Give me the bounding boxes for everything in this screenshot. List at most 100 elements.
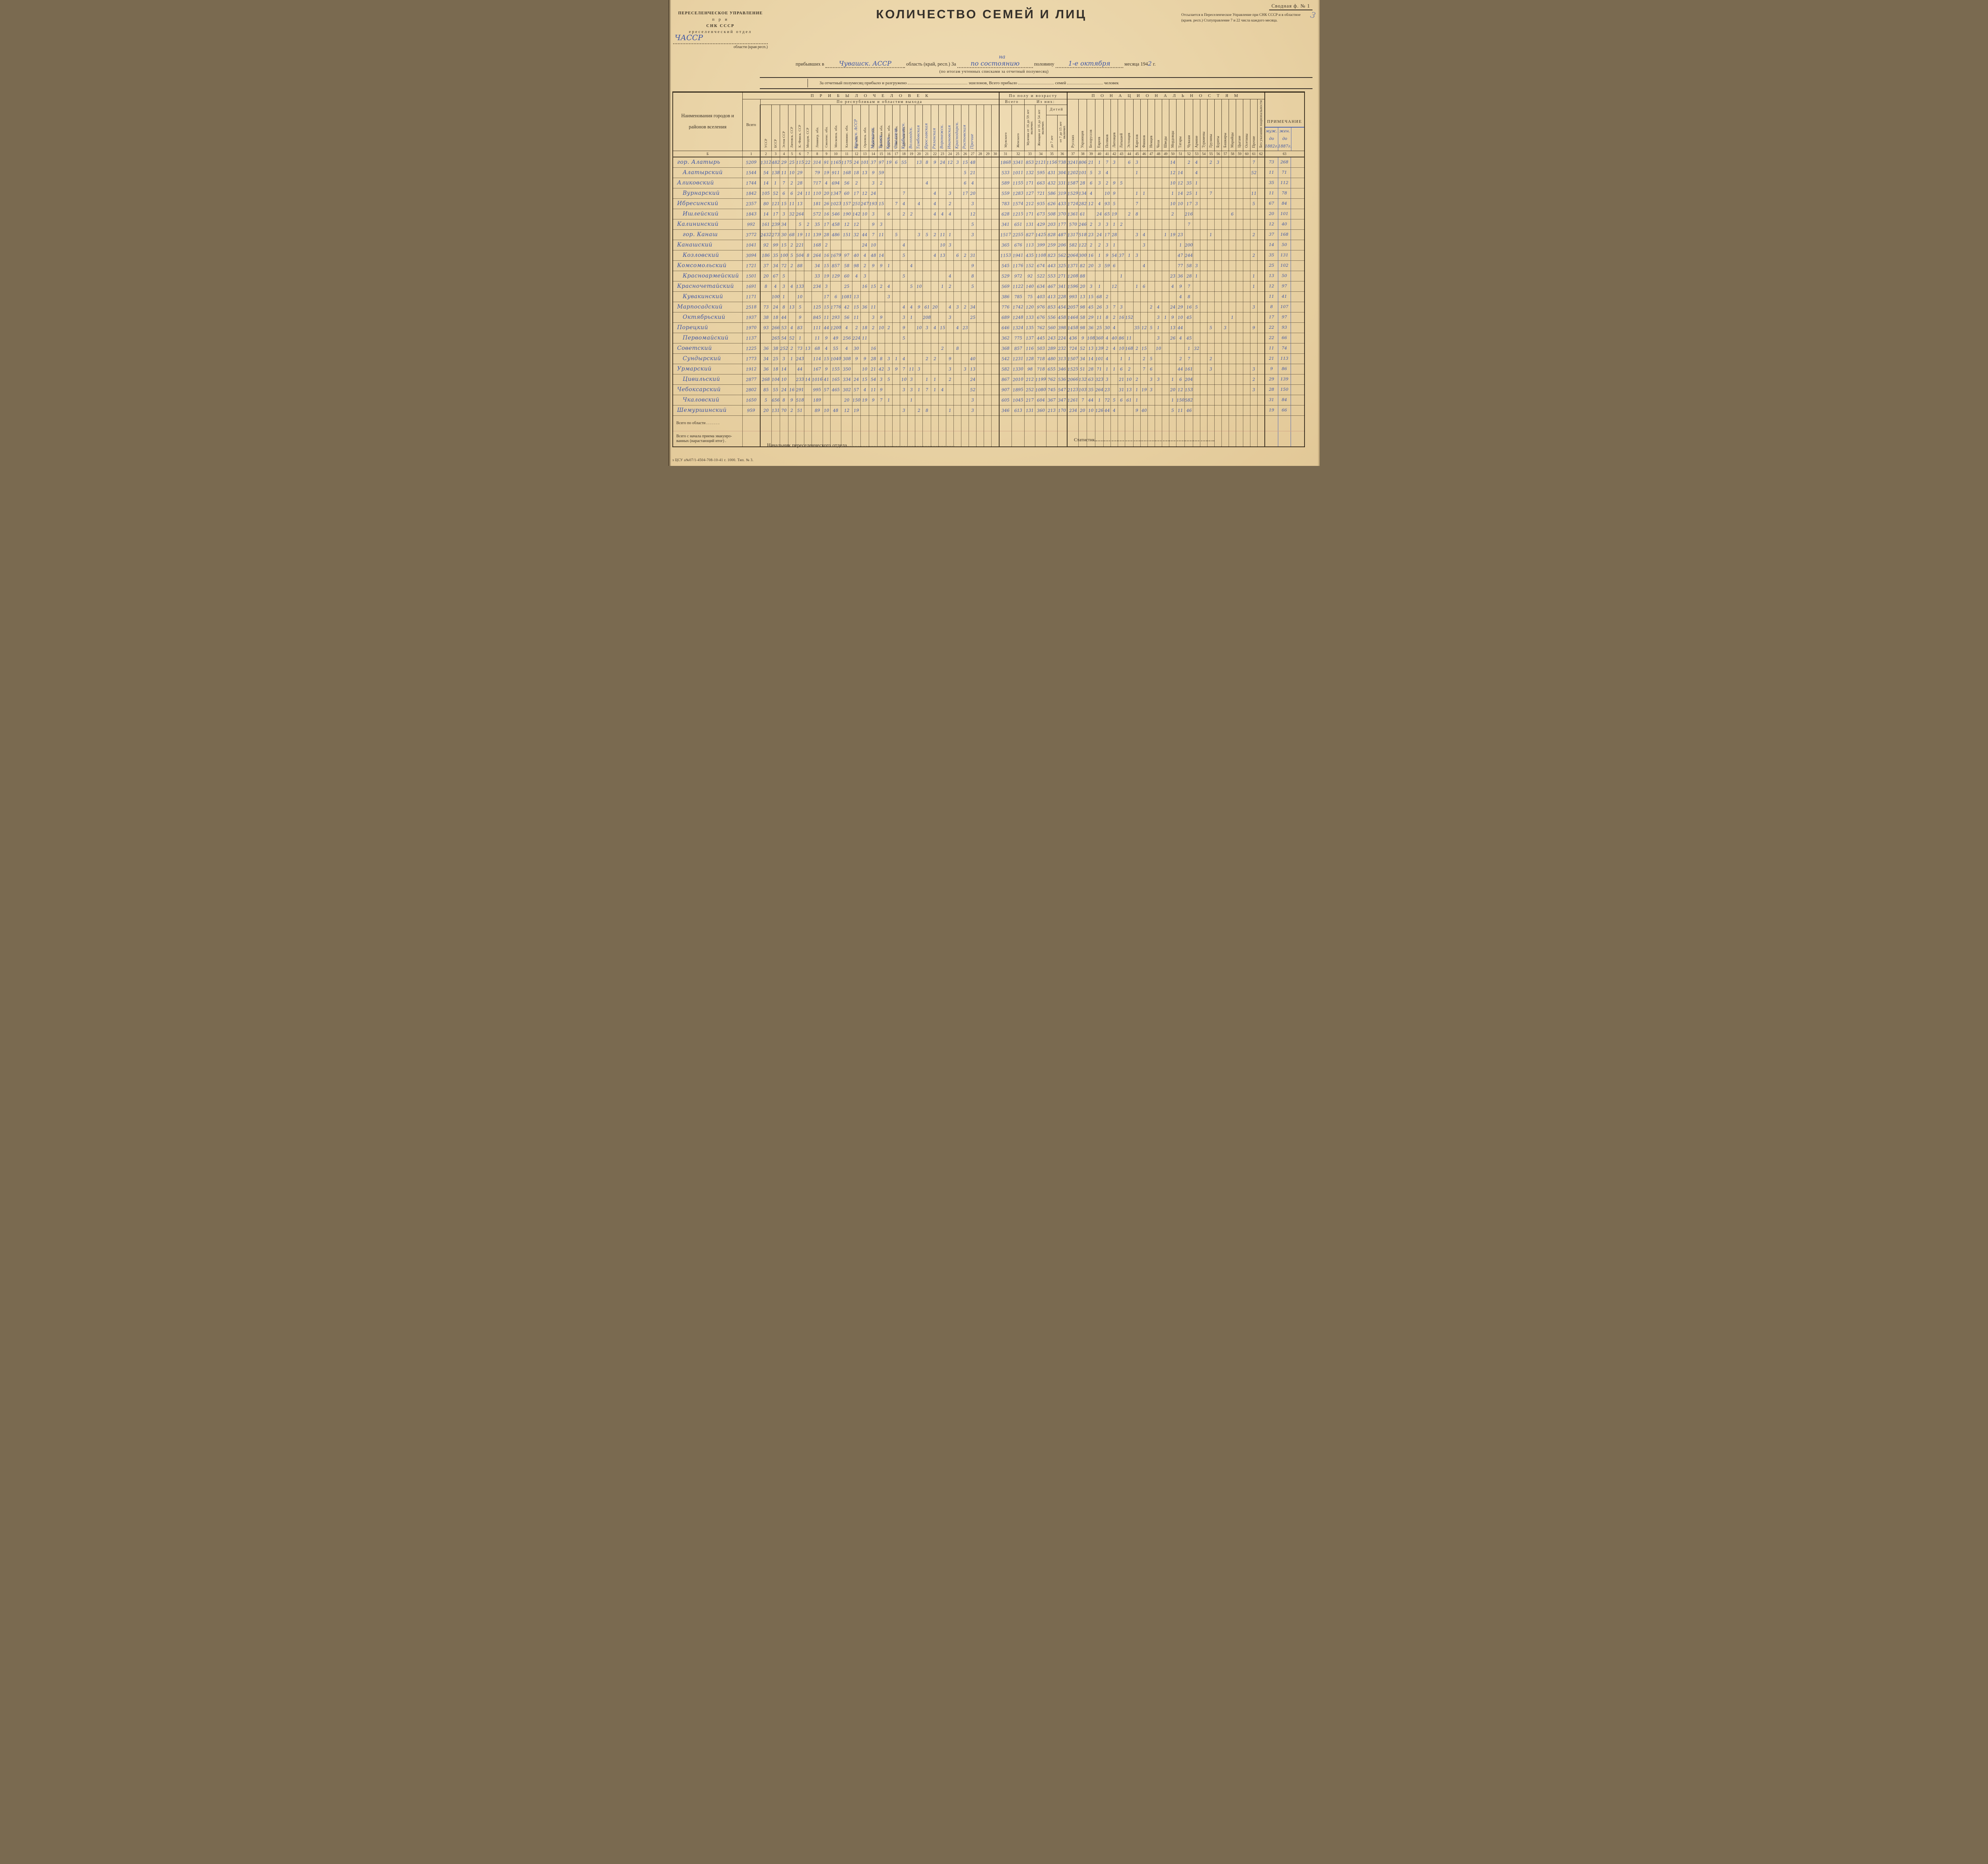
data-cell <box>1221 291 1229 302</box>
data-cell: 9 <box>877 384 885 395</box>
data-cell: 111 <box>811 322 823 333</box>
data-cell: 9 <box>1250 322 1258 333</box>
data-cell: 41 <box>822 374 831 385</box>
data-cell: 1 <box>1155 322 1163 333</box>
data-cell <box>804 312 812 323</box>
data-cell: 2 <box>946 281 954 292</box>
data-cell: 8 <box>1103 312 1111 323</box>
data-cell: 325 <box>1057 260 1068 271</box>
data-cell: 115 <box>795 157 804 168</box>
data-cell: 58 <box>1078 312 1087 323</box>
col-header-41: Поляков <box>1103 99 1111 151</box>
data-cell: 458 <box>1057 312 1068 323</box>
data-cell <box>892 374 901 385</box>
data-cell <box>998 431 1012 447</box>
data-cell <box>1087 270 1096 281</box>
data-cell: 368 <box>998 343 1012 354</box>
data-cell: 4 <box>788 322 796 333</box>
data-cell <box>1200 363 1208 374</box>
data-cell <box>1214 301 1222 312</box>
data-cell <box>804 322 812 333</box>
data-cell: 19 <box>1140 384 1148 395</box>
table-row: Сундырский 1773 34 25 3 1 243 114 15 1040 308 9 9 28 8… <box>672 353 1305 364</box>
table-row: Кувакинский 1171 100 1 10 17 6 1081 13 3 386 785 75 4… <box>672 291 1305 302</box>
data-cell: 16 <box>869 343 878 354</box>
data-cell <box>1200 177 1208 188</box>
colnum-7: 7 <box>804 150 812 157</box>
place-blank: Чувашск. АССР <box>825 60 905 68</box>
data-cell: 80 <box>759 198 772 209</box>
data-cell <box>931 312 939 323</box>
colnum-22: 22 <box>931 150 939 157</box>
col-header-39: Белоруссов <box>1087 99 1096 151</box>
data-cell: 17 <box>852 188 861 199</box>
data-cell: 3 <box>1155 312 1163 323</box>
data-cell: 11 <box>869 301 878 312</box>
data-cell <box>1229 384 1237 395</box>
col-header-6: К.-Финск. ССР <box>795 105 804 151</box>
data-cell <box>1155 270 1163 281</box>
data-cell <box>877 332 885 343</box>
data-cell <box>1095 188 1104 199</box>
data-cell: 3094 <box>742 250 761 261</box>
data-cell: 48 <box>969 157 977 168</box>
data-cell: 26 <box>1169 332 1177 343</box>
data-cell <box>938 198 947 209</box>
data-cell: 44 <box>822 322 831 333</box>
data-cell: 35 <box>771 250 780 261</box>
data-cell: 82 <box>1078 260 1087 271</box>
data-cell: 2802 <box>742 384 761 395</box>
col-header-7: Молдов. ССР <box>804 105 812 151</box>
data-cell: 3 <box>900 405 908 416</box>
data-cell <box>938 301 947 312</box>
data-cell: 6 <box>1110 260 1118 271</box>
data-cell <box>1257 343 1265 354</box>
data-cell <box>1214 177 1222 188</box>
data-cell: 224 <box>852 332 861 343</box>
data-cell: 25 <box>1095 322 1104 333</box>
note-cell: 17 97 <box>1264 312 1305 323</box>
data-cell: 6 <box>1125 157 1134 168</box>
data-cell <box>1207 239 1215 250</box>
data-cell <box>1229 188 1237 199</box>
data-cell <box>953 167 962 178</box>
data-cell <box>946 332 954 343</box>
data-cell <box>991 291 1000 302</box>
col-header-15: Витебская обл. Тульск. <box>877 105 885 151</box>
data-cell: 1 <box>1184 343 1194 354</box>
district-name: Чкаловский <box>672 394 743 405</box>
data-cell: 1041 <box>742 239 761 250</box>
data-cell <box>984 239 992 250</box>
data-cell: 1529 <box>1067 188 1079 199</box>
data-cell <box>1257 177 1265 188</box>
data-cell <box>976 431 984 447</box>
data-cell <box>1229 229 1237 240</box>
data-cell <box>1125 219 1134 230</box>
data-cell <box>1118 291 1126 302</box>
data-cell <box>1250 332 1258 343</box>
data-cell <box>1236 374 1244 385</box>
data-cell: 7 <box>869 229 878 240</box>
data-cell <box>953 374 962 385</box>
data-cell <box>1147 270 1155 281</box>
data-cell: 6 <box>892 157 901 168</box>
data-cell: 23 <box>1087 229 1096 240</box>
data-cell: 10 <box>1169 198 1177 209</box>
colnum-31: 31 <box>998 150 1012 157</box>
data-cell: 137 <box>1024 332 1036 343</box>
data-cell: 717 <box>811 177 823 188</box>
data-cell <box>991 332 1000 343</box>
data-cell: 5 <box>759 394 772 405</box>
data-cell <box>1257 322 1265 333</box>
data-cell <box>1200 301 1208 312</box>
data-cell <box>1147 188 1155 199</box>
col-header-24: Ивановская <box>946 105 954 151</box>
data-cell: 92 <box>759 239 772 250</box>
data-cell <box>953 384 962 395</box>
data-cell <box>1221 208 1229 219</box>
data-cell: 40 <box>969 353 977 364</box>
data-cell: 13 <box>795 198 804 209</box>
data-cell <box>885 384 893 395</box>
data-cell: 458 <box>830 219 842 230</box>
data-cell: 243 <box>1046 332 1058 343</box>
